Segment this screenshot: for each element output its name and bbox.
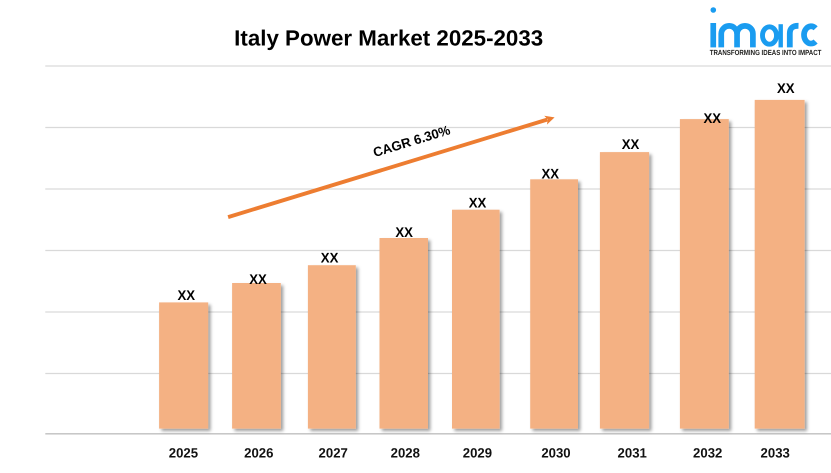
svg-text:XX: XX: [704, 110, 722, 126]
svg-text:XX: XX: [178, 287, 196, 303]
svg-text:2032: 2032: [693, 446, 722, 461]
svg-text:Italy Power Market 2025-2033: Italy Power Market 2025-2033: [234, 26, 543, 51]
svg-text:2025: 2025: [169, 446, 199, 461]
svg-text:2030: 2030: [541, 446, 570, 461]
svg-text:2028: 2028: [391, 446, 421, 461]
svg-text:XX: XX: [469, 195, 487, 211]
svg-text:2026: 2026: [244, 446, 274, 461]
svg-text:2031: 2031: [618, 446, 648, 461]
svg-text:XX: XX: [542, 166, 560, 182]
svg-text:XX: XX: [395, 224, 413, 240]
svg-text:2027: 2027: [319, 446, 348, 461]
svg-text:XX: XX: [777, 80, 795, 96]
svg-text:XX: XX: [321, 250, 339, 266]
svg-text:2033: 2033: [761, 446, 791, 461]
svg-text:2029: 2029: [463, 446, 492, 461]
svg-text:TRANSFORMING IDEAS INTO IMPACT: TRANSFORMING IDEAS INTO IMPACT: [710, 48, 822, 57]
svg-text:XX: XX: [249, 271, 267, 287]
svg-text:XX: XX: [622, 136, 640, 152]
